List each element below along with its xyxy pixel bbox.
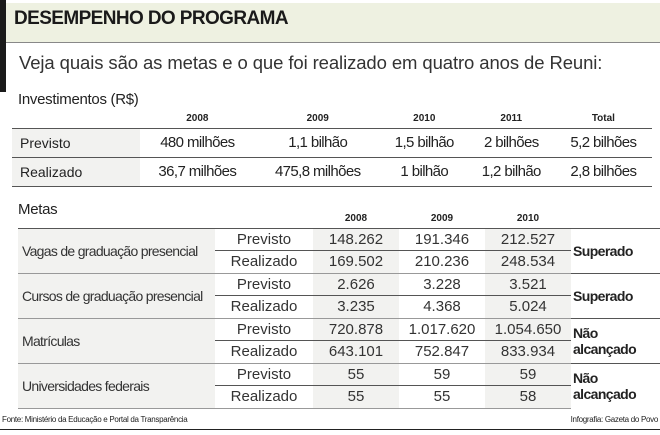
cell: 248.534 — [485, 250, 571, 274]
investimentos-title: Investimentos (R$) — [18, 91, 139, 108]
cell: 1.017.620 — [399, 317, 485, 341]
col-header: 2008 — [344, 213, 368, 225]
row-type: Realizado — [215, 250, 313, 274]
cell: 36,7 milhões — [140, 156, 255, 187]
row-type: Previsto — [215, 272, 313, 296]
row-type: Previsto — [215, 362, 313, 386]
metas-row-realizado: Realizado 169.502 210.236 248.534 — [18, 250, 660, 274]
row-label: Realizado — [12, 156, 140, 187]
cell: 55 — [313, 385, 399, 409]
goal-label: Matrículas — [18, 317, 215, 364]
row-type: Realizado — [215, 295, 313, 319]
cell: 3.235 — [313, 295, 399, 319]
status-label: Não alcançado — [571, 317, 660, 363]
credit-note: Infografia: Gazeta do Povo — [570, 415, 659, 424]
cell: 5.024 — [485, 295, 571, 319]
metas-row-realizado: Realizado 55 55 58 — [18, 385, 660, 409]
header-band — [6, 3, 660, 43]
row-type: Previsto — [215, 227, 313, 251]
cell: 1,2 bilhão — [467, 156, 555, 187]
cell: 4.368 — [399, 295, 485, 319]
goal-label: Cursos de graduação presencial — [18, 272, 215, 319]
source-note: Fonte: Ministério da Educação e Portal d… — [2, 415, 188, 424]
cell: 2,8 bilhões — [554, 156, 652, 187]
cell: 59 — [399, 362, 485, 386]
footer-rule — [0, 429, 660, 430]
row-type: Previsto — [215, 317, 313, 341]
cell: 3.521 — [485, 272, 571, 296]
metas-row-previsto: Cursos de graduação presencial Previsto 2… — [18, 272, 660, 319]
row-type: Realizado — [215, 340, 313, 364]
metas-title: Metas — [18, 201, 58, 218]
cell: 752.847 — [399, 340, 485, 364]
cell: 148.262 — [313, 227, 399, 251]
goal-label: Vagas de graduação presencial — [18, 227, 215, 274]
cell: 1,1 bilhão — [254, 127, 381, 157]
cell: 643.101 — [313, 340, 399, 364]
cell: 3.228 — [399, 272, 485, 296]
cell: 191.346 — [399, 227, 485, 251]
cell: 5,2 bilhões — [554, 127, 652, 157]
cell: 1 bilhão — [380, 156, 468, 187]
cell: 1,5 bilhão — [380, 127, 468, 157]
col-header: Total — [591, 113, 615, 125]
col-header: 2010 — [516, 213, 540, 225]
row-type: Realizado — [215, 385, 313, 409]
col-header: 2010 — [413, 113, 436, 125]
cell: 212.527 — [485, 227, 571, 251]
metas-row-previsto: Vagas de graduação presencial Previsto 14… — [18, 227, 660, 274]
cell: 833.934 — [485, 340, 571, 364]
subtitle: Veja quais são as metas e o que foi real… — [19, 52, 603, 73]
cell: 480 milhões — [140, 127, 255, 157]
cell: 55 — [313, 362, 399, 386]
col-header: 2008 — [186, 113, 209, 125]
cell: 2 bilhões — [467, 127, 555, 157]
cell: 59 — [485, 362, 571, 386]
investimentos-table: 2008 2009 2010 2011 Total Previsto 480 m… — [12, 110, 652, 187]
cell: 169.502 — [313, 250, 399, 274]
cell: 210.236 — [399, 250, 485, 274]
table-row: Previsto 480 milhões 1,1 bilhão 1,5 bilh… — [12, 127, 652, 157]
col-header: 2009 — [306, 113, 329, 125]
goal-label: Universidades federais — [18, 362, 215, 409]
metas-table: 2008 2009 2010 Vagas de graduação presen… — [18, 210, 660, 409]
cell: 475,8 milhões — [254, 156, 381, 187]
cell: 720.878 — [313, 317, 399, 341]
col-header: 2011 — [500, 113, 523, 125]
cell: 1.054.650 — [485, 317, 571, 341]
status-label: Não alcançado — [571, 362, 660, 408]
row-label: Previsto — [12, 127, 140, 157]
status-label: Superado — [571, 227, 660, 273]
metas-row-previsto: Universidades federais Previsto 55 59 59 Não… — [18, 362, 660, 409]
metas-row-previsto: Matrículas Previsto 720.878 1.017.620 1.054… — [18, 317, 660, 364]
cell: 55 — [399, 385, 485, 409]
accent-bar — [0, 0, 6, 92]
col-header: 2009 — [430, 213, 454, 225]
cell: 2.626 — [313, 272, 399, 296]
header-row: 2008 2009 2010 — [18, 210, 660, 228]
page-title: DESEMPENHO DO PROGRAMA — [14, 8, 289, 29]
status-label: Superado — [571, 272, 660, 318]
table-row: Realizado 36,7 milhões 475,8 milhões 1 b… — [12, 156, 652, 187]
cell: 58 — [485, 385, 571, 409]
header-row: 2008 2009 2010 2011 Total — [12, 110, 652, 128]
